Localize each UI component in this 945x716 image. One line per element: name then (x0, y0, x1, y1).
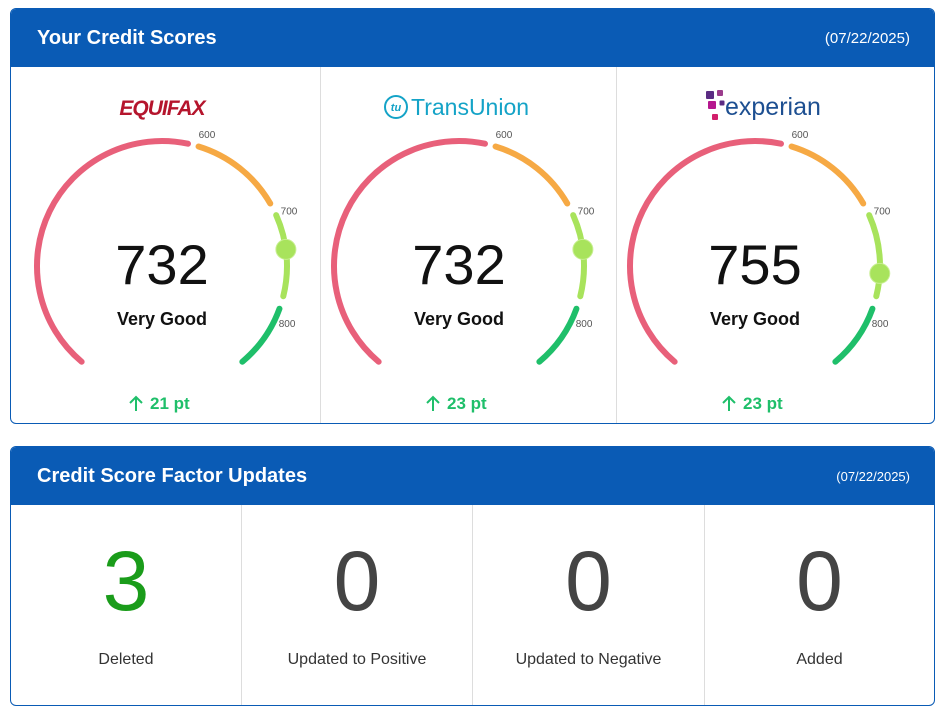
credit-scores-card: Your Credit Scores (07/22/2025) 600 700 80… (10, 8, 935, 424)
score-marker (869, 262, 891, 284)
gauge-arc (331, 138, 488, 365)
score-marker (275, 238, 297, 260)
gauge: 600 700 800 755 Very Good 23 pt experian (627, 90, 891, 413)
bureau-logo: experian (725, 93, 821, 121)
bureau-panel: 600 700 800 732 Very Good 21 pt EQUIFAX (11, 67, 321, 423)
score: 732 (115, 233, 208, 296)
gauge-arc (195, 143, 274, 207)
factor-panel: 0 Added (705, 505, 934, 705)
gauge-arc (34, 138, 191, 365)
logo-dot (719, 100, 725, 106)
gauge-tick-label: 700 (578, 207, 595, 218)
logo-icon (384, 95, 408, 119)
gauge-arc (239, 305, 283, 365)
bureau-panel: 600 700 800 755 Very Good 23 pt experian (617, 67, 934, 423)
rating: Very Good (117, 309, 207, 329)
bureau-logo: EQUIFAX (119, 97, 207, 120)
factor-label: Added (796, 651, 843, 668)
change: 23 pt (743, 394, 783, 413)
gauge: 600 700 800 732 Very Good 23 pt tu TransUnion (331, 94, 595, 413)
factor-panel: 0 Updated to Positive (242, 505, 473, 705)
bureau-row: 600 700 800 732 Very Good 21 pt EQUIFAX 600 700 8… (11, 67, 934, 423)
gauge-arc (866, 212, 883, 300)
bureau-panel: 600 700 800 732 Very Good 23 pt tu TransUnion (321, 67, 617, 423)
gauge-tick-label: 600 (496, 130, 513, 141)
gauge-arc (788, 143, 867, 207)
logo-dot (712, 114, 718, 120)
rating: Very Good (414, 309, 504, 329)
date: (07/22/2025) (824, 29, 910, 47)
change: 23 pt (447, 394, 487, 413)
up-arrow (129, 395, 143, 411)
change: 21 pt (150, 394, 190, 413)
score: 755 (708, 233, 801, 296)
factor-card: Credit Score Factor Updates (07/22/2025)… (10, 446, 935, 706)
factor-panel: 3 Deleted (11, 505, 242, 705)
gauge-arc (832, 305, 876, 365)
score: 732 (412, 233, 505, 296)
logo-dot (708, 101, 716, 109)
factor-label: Updated to Negative (515, 651, 662, 668)
bureau-logo: TransUnion (411, 94, 529, 120)
factor-label: Updated to Positive (287, 651, 427, 668)
title: Credit Score Factor Updates (37, 464, 308, 487)
count: 0 (796, 534, 843, 628)
logo-icon-text: tu (391, 102, 402, 114)
gauge-tick-label: 700 (874, 207, 891, 218)
count: 3 (102, 534, 150, 628)
gauge-tick-label: 600 (792, 130, 809, 141)
header: Your Credit Scores (07/22/2025) (11, 9, 934, 67)
factor-panel: 0 Updated to Negative (473, 505, 705, 705)
header: Credit Score Factor Updates (07/22/2025) (11, 447, 934, 505)
gauge-tick-label: 800 (279, 319, 296, 330)
score-marker (572, 238, 594, 260)
gauge-arc (536, 305, 580, 365)
factor-row: 3 Deleted 0 Updated to Positive 0 Updated to … (11, 505, 934, 705)
title: Your Credit Scores (37, 26, 217, 49)
rating: Very Good (710, 309, 800, 329)
up-arrow (426, 395, 440, 411)
factor-label: Deleted (98, 651, 154, 668)
gauge-arc (492, 143, 571, 207)
count: 0 (565, 534, 612, 628)
gauge-tick-label: 600 (199, 130, 216, 141)
gauge: 600 700 800 732 Very Good 21 pt EQUIFAX (34, 97, 298, 413)
count: 0 (333, 534, 381, 628)
logo-dot (717, 90, 723, 96)
gauge-tick-label: 800 (576, 319, 593, 330)
gauge-arc (627, 138, 784, 365)
gauge-tick-label: 800 (872, 319, 889, 330)
up-arrow (722, 395, 736, 411)
gauge-tick-label: 700 (281, 207, 298, 218)
logo-dot (706, 91, 714, 99)
date: (07/22/2025) (836, 468, 910, 484)
